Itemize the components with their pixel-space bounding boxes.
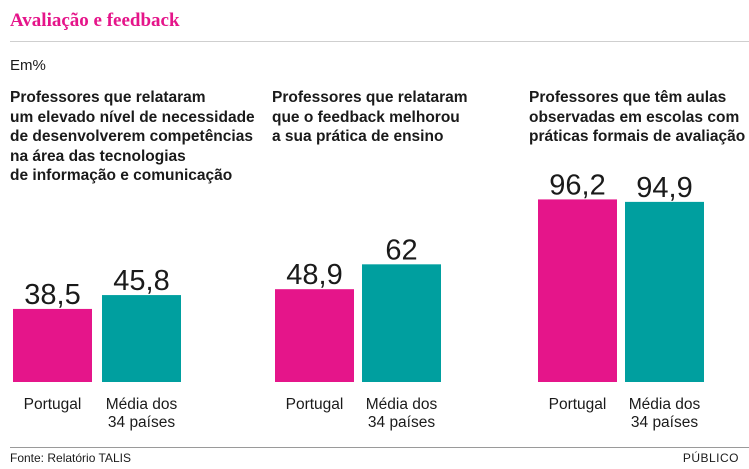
value-label-panel-3-1: 96,2 [549, 169, 605, 201]
unit-label: Em% [10, 57, 46, 74]
panel-1-heading: Professores que relataram um elevado nív… [10, 89, 255, 184]
panel-2-heading: Professores que relataram que o feedback… [272, 89, 468, 145]
brand-logo: PÚBLICO [682, 451, 739, 465]
category-label-panel-2-1: Portugal [286, 396, 344, 413]
bar-panel-2-portugal [275, 289, 354, 382]
bar-panel-3-average [625, 201, 704, 382]
bar-panel-3-portugal [538, 199, 617, 382]
chart-title: Avaliação e feedback [10, 10, 180, 31]
value-label-panel-2-1: 48,9 [286, 259, 342, 291]
category-label-panel-2-2: Média dos 34 países [366, 396, 438, 431]
value-label-panel-3-2: 94,9 [636, 172, 692, 204]
value-label-panel-1-1: 38,5 [24, 279, 80, 311]
category-label-panel-1-2: Média dos 34 países [106, 396, 178, 431]
category-label-panel-3-1: Portugal [549, 396, 607, 413]
footer-divider [10, 447, 749, 448]
category-label-panel-3-2: Média dos 34 países [629, 396, 701, 431]
value-label-panel-1-2: 45,8 [113, 265, 169, 297]
value-label-panel-2-2: 62 [385, 234, 417, 266]
bar-panel-1-portugal [13, 308, 92, 382]
source-note: Fonte: Relatório TALIS [10, 451, 131, 465]
panel-3-heading: Professores que têm aulas observadas em … [529, 89, 746, 145]
bar-panel-2-average [362, 264, 441, 382]
category-label-panel-1-1: Portugal [24, 396, 82, 413]
title-divider [10, 41, 749, 42]
bar-panel-1-average [102, 295, 181, 382]
